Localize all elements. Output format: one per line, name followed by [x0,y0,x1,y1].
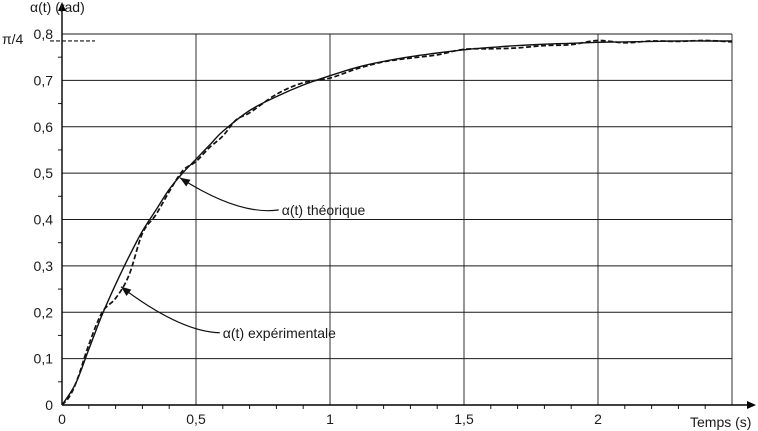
x-axis-label: Temps (s) [690,414,751,430]
annotations: α(t) théorique α(t) expérimentale [120,177,366,341]
x-axis-arrowhead [747,401,756,409]
y-axis-label: α(t) (rad) [30,0,85,15]
y-tick-label: 0,6 [34,119,54,135]
x-tick-label: 1 [326,411,334,427]
annotation-theoretical-arrowhead [179,177,191,187]
y-tick-label: 0,1 [34,351,54,367]
grid [62,33,733,405]
annotation-experimental-arrowhead [121,286,132,296]
series [61,39,733,406]
annotation-experimental-arrow [120,286,220,334]
y-tick-label: 0,3 [34,258,54,274]
x-tick-label: 0 [58,411,66,427]
series-theoretical-line [61,40,732,406]
series-experimental-line [61,39,733,406]
minor-ticks [58,56,706,409]
y-tick-label: 0,4 [34,212,54,228]
axes [58,2,756,409]
y-tick-label: 0,7 [34,72,54,88]
reference-label: π/4 [2,31,24,47]
y-tick-label: 0 [45,397,53,413]
annotation-theoretical-arrow [179,177,279,212]
y-axis-arrowhead [58,2,66,11]
annotation-theoretical-label: α(t) théorique [282,202,366,218]
x-tick-label: 0,5 [186,411,206,427]
annotation-experimental-label: α(t) expérimentale [223,325,336,341]
x-tick-label: 1,5 [454,411,474,427]
y-tick-label: 0,5 [34,165,54,181]
reference-line: π/4 [2,31,95,47]
y-tick-label: 0,2 [34,304,54,320]
tick-labels: 0 0,1 0,2 0,3 0,4 0,5 0,6 0,7 0,8 0 0,5 1 1,5 2 [34,26,603,427]
y-tick-label: 0,8 [34,26,54,42]
x-tick-label: 2 [594,411,602,427]
